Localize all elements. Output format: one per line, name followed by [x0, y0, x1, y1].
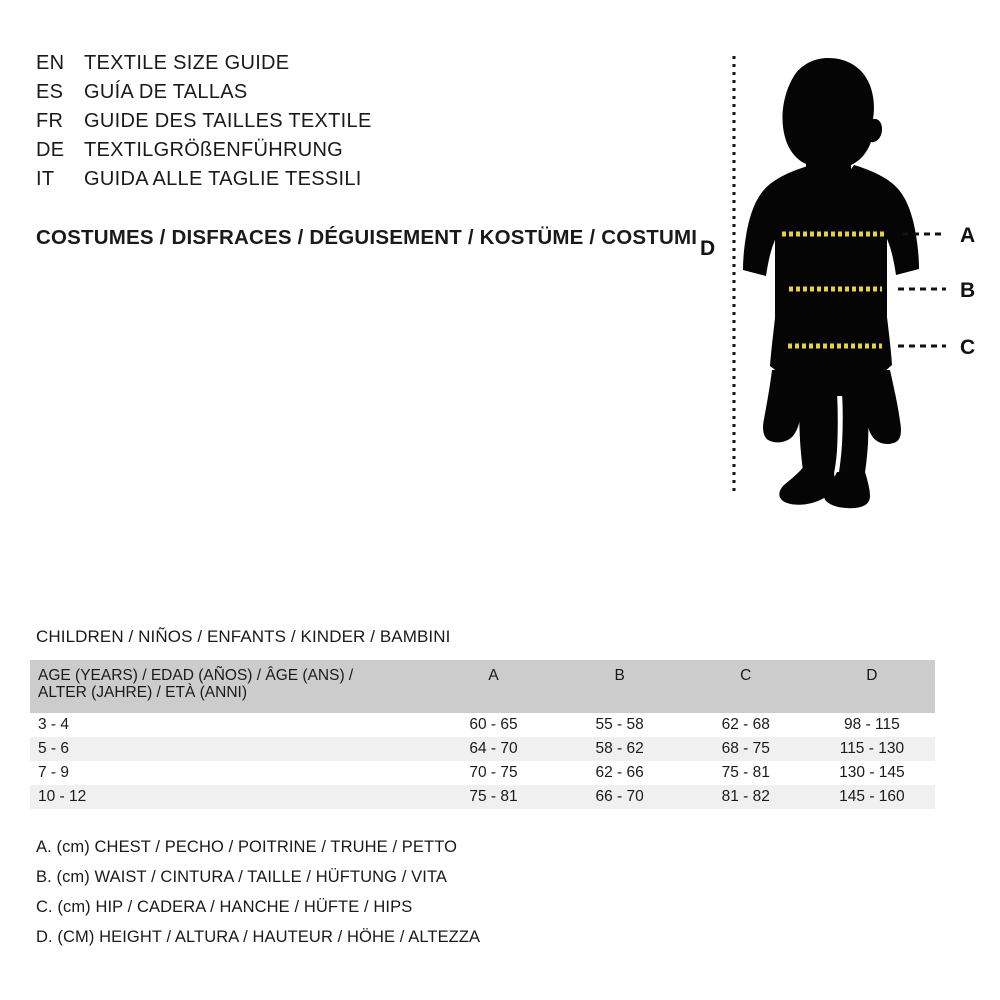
cell-a: 64 - 70 — [430, 737, 557, 761]
table-row: 10 - 12 75 - 81 66 - 70 81 - 82 145 - 16… — [30, 785, 935, 809]
language-row-de: DE TEXTILGRÖßENFÜHRUNG — [36, 139, 656, 168]
cell-a: 75 - 81 — [430, 785, 557, 809]
table-row: 5 - 6 64 - 70 58 - 62 68 - 75 115 - 130 — [30, 737, 935, 761]
cell-a: 70 - 75 — [430, 761, 557, 785]
cell-b: 55 - 58 — [556, 713, 683, 737]
language-row-es: ES GUÍA DE TALLAS — [36, 81, 656, 110]
language-code-es: ES — [36, 81, 64, 103]
figure-label-d: D — [700, 237, 715, 260]
child-silhouette-shape — [743, 58, 919, 509]
language-row-fr: FR GUIDE DES TAILLES TEXTILE — [36, 110, 656, 139]
language-title-es: GUÍA DE TALLAS — [84, 81, 248, 103]
table-header-row: AGE (YEARS) / EDAD (AÑOS) / ÂGE (ANS) / … — [30, 660, 935, 713]
figure-label-b: B — [960, 279, 975, 302]
header-b: B — [556, 660, 683, 713]
header-d: D — [808, 660, 935, 713]
cell-a: 60 - 65 — [430, 713, 557, 737]
legend-item-c: C. (cm) HIP / CADERA / HANCHE / HÜFTE / … — [36, 898, 413, 916]
legend-item-b: B. (cm) WAIST / CINTURA / TAILLE / HÜFTU… — [36, 868, 448, 886]
cell-d: 145 - 160 — [808, 785, 935, 809]
cell-b: 62 - 66 — [556, 761, 683, 785]
header-c: C — [682, 660, 809, 713]
language-code-en: EN — [36, 52, 65, 74]
cell-d: 98 - 115 — [808, 713, 935, 737]
language-title-fr: GUIDE DES TAILLES TEXTILE — [84, 110, 372, 132]
cell-d: 115 - 130 — [808, 737, 935, 761]
measurement-figure: A B C D — [660, 40, 1000, 520]
category-subtitle: COSTUMES / DISFRACES / DÉGUISEMENT / KOS… — [36, 226, 698, 249]
language-title-en: TEXTILE SIZE GUIDE — [84, 52, 290, 74]
cell-age: 7 - 9 — [30, 761, 431, 785]
cell-c: 81 - 82 — [682, 785, 809, 809]
cell-c: 62 - 68 — [682, 713, 809, 737]
legend-item-a: A. (cm) CHEST / PECHO / POITRINE / TRUHE… — [36, 838, 458, 856]
cell-c: 68 - 75 — [682, 737, 809, 761]
measurement-legend: A. (cm) CHEST / PECHO / POITRINE / TRUHE… — [36, 832, 736, 952]
cell-age: 10 - 12 — [30, 785, 431, 809]
header-a: A — [430, 660, 557, 713]
header-age: AGE (YEARS) / EDAD (AÑOS) / ÂGE (ANS) / … — [30, 660, 431, 713]
language-code-de: DE — [36, 139, 65, 161]
figure-label-a: A — [960, 224, 975, 247]
language-title-list: EN TEXTILE SIZE GUIDE ES GUÍA DE TALLAS … — [36, 52, 656, 197]
cell-c: 75 - 81 — [682, 761, 809, 785]
size-table: AGE (YEARS) / EDAD (AÑOS) / ÂGE (ANS) / … — [30, 660, 935, 809]
cell-b: 66 - 70 — [556, 785, 683, 809]
language-code-fr: FR — [36, 110, 64, 132]
cell-age: 3 - 4 — [30, 713, 431, 737]
language-code-it: IT — [36, 168, 55, 190]
table-row: 3 - 4 60 - 65 55 - 58 62 - 68 98 - 115 — [30, 713, 935, 737]
language-row-en: EN TEXTILE SIZE GUIDE — [36, 52, 656, 81]
cell-age: 5 - 6 — [30, 737, 431, 761]
legend-item-d: D. (CM) HEIGHT / ALTURA / HAUTEUR / HÖHE… — [36, 928, 481, 946]
language-title-de: TEXTILGRÖßENFÜHRUNG — [84, 139, 344, 161]
cell-b: 58 - 62 — [556, 737, 683, 761]
table-caption: CHILDREN / NIÑOS / ENFANTS / KINDER / BA… — [36, 627, 451, 646]
cell-d: 130 - 145 — [808, 761, 935, 785]
language-row-it: IT GUIDA ALLE TAGLIE TESSILI — [36, 168, 656, 197]
language-title-it: GUIDA ALLE TAGLIE TESSILI — [84, 168, 362, 190]
figure-label-c: C — [960, 336, 975, 359]
table-row: 7 - 9 70 - 75 62 - 66 75 - 81 130 - 145 — [30, 761, 935, 785]
